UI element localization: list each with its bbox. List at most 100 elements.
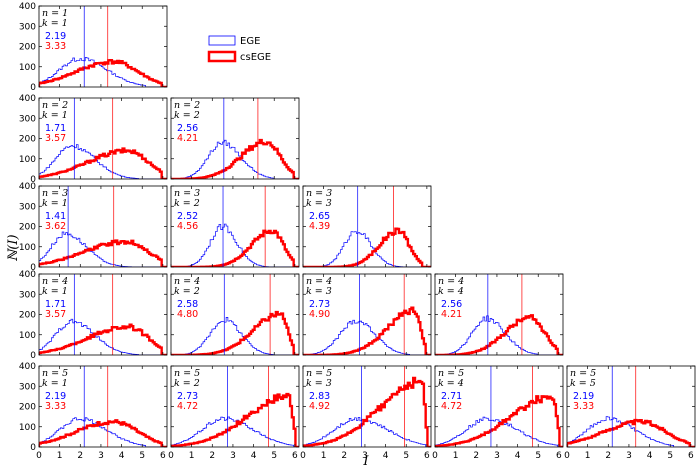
panel-5-5-xtick-label-2: 2 bbox=[605, 451, 611, 461]
panel-4-1-ytick-label-400: 400 bbox=[19, 270, 36, 280]
panel-5-1-xtick-label-6: 6 bbox=[160, 451, 166, 461]
panel-5-1: 0 1 2 3 4 5 6 0 100 200 300 400 n = 5k = 1 2.193.33 bbox=[19, 362, 168, 461]
panel-5-1-ytick-label-300: 300 bbox=[19, 382, 36, 392]
panel-5-5-ege-mean-label: 2.19 bbox=[573, 391, 594, 402]
panel-3-3-ege-mean-label: 2.65 bbox=[309, 211, 330, 222]
panel-5-3-xtick-label-4: 4 bbox=[383, 451, 389, 461]
panel-3-2-csege-histogram bbox=[171, 229, 299, 267]
panel-3-1-n-label: n = 3 bbox=[42, 188, 68, 199]
panel-2-1-ytick-label-200: 200 bbox=[19, 135, 36, 145]
panel-4-4-k-label: k = 4 bbox=[438, 286, 464, 297]
legend-label-ege: EGE bbox=[240, 36, 260, 47]
panel-5-3-ege-mean-label: 2.83 bbox=[309, 391, 330, 402]
panel-5-3: 0 1 2 3 4 5 6 n = 5k = 3 2.834.92 bbox=[300, 365, 432, 461]
panel-1-1-ytick-label-0: 0 bbox=[30, 83, 36, 93]
panel-4-2: n = 4k = 2 2.584.80 bbox=[170, 273, 300, 356]
panel-2-1-ege-mean-label: 1.71 bbox=[45, 123, 66, 134]
panel-4-3-ege-histogram bbox=[303, 319, 431, 355]
legend-swatch-csege bbox=[207, 50, 237, 63]
y-axis-label: ℕ(I) bbox=[6, 234, 21, 261]
panel-5-3-xtick-label-5: 5 bbox=[403, 451, 409, 461]
panel-2-1-ytick-label-300: 300 bbox=[19, 114, 36, 124]
panel-5-3-xtick-label-3: 3 bbox=[362, 451, 368, 461]
panel-5-1-xtick-label-5: 5 bbox=[139, 451, 145, 461]
panel-4-4-ege-histogram bbox=[435, 315, 563, 355]
panel-3-1-ytick-label-300: 300 bbox=[19, 202, 36, 212]
panel-5-4-csege-histogram bbox=[435, 395, 563, 447]
panel-4-3-k-label: k = 3 bbox=[306, 286, 332, 297]
panel-5-5-xtick-label-4: 4 bbox=[647, 451, 653, 461]
panel-5-4-n-label: n = 5 bbox=[438, 368, 464, 379]
panel-5-2-xtick-label-2: 2 bbox=[209, 451, 215, 461]
panel-3-3-k-label: k = 3 bbox=[306, 198, 332, 209]
panel-2-1-k-label: k = 1 bbox=[42, 110, 68, 121]
panel-2-2-n-label: n = 2 bbox=[174, 100, 200, 111]
panel-5-5: 0 1 2 3 4 5 6 n = 5k = 5 2.193.33 bbox=[564, 365, 696, 461]
panel-5-5-csege-histogram bbox=[567, 418, 695, 447]
panel-3-1-k-label: k = 1 bbox=[42, 198, 68, 209]
panel-5-1-ytick-label-200: 200 bbox=[19, 403, 36, 413]
panel-5-4-xtick-label-5: 5 bbox=[535, 451, 541, 461]
panel-4-1-csege-mean-label: 3.57 bbox=[45, 309, 66, 320]
panel-4-2-n-label: n = 4 bbox=[174, 276, 200, 287]
panel-4-1-ege-histogram bbox=[39, 318, 167, 355]
panel-5-1-k-label: k = 1 bbox=[42, 378, 68, 389]
panel-5-1-ege-mean-label: 2.19 bbox=[45, 391, 66, 402]
panel-2-1: 0 100 200 300 400 n = 2k = 1 1.713.57 bbox=[19, 94, 168, 185]
panel-5-2: 0 1 2 3 4 5 6 n = 5k = 2 2.734.72 bbox=[168, 365, 300, 461]
panel-4-4-csege-mean-label: 4.21 bbox=[441, 309, 462, 320]
panel-5-2-xtick-label-5: 5 bbox=[271, 451, 277, 461]
panel-5-3-xtick-label-0: 0 bbox=[300, 451, 306, 461]
panel-5-1-xtick-label-4: 4 bbox=[119, 451, 125, 461]
panel-5-5-xtick-label-5: 5 bbox=[667, 451, 673, 461]
panel-5-2-csege-histogram bbox=[171, 392, 299, 447]
panel-1-1-ytick-label-100: 100 bbox=[19, 63, 36, 73]
panel-5-3-csege-histogram bbox=[303, 376, 431, 447]
panel-3-2-ege-mean-label: 2.52 bbox=[177, 211, 198, 222]
panel-5-1-ytick-label-0: 0 bbox=[30, 443, 36, 453]
panel-5-4-ege-histogram bbox=[435, 416, 563, 447]
panel-2-2-k-label: k = 2 bbox=[174, 110, 200, 121]
panel-1-1-n-label: n = 1 bbox=[42, 8, 68, 19]
legend-swatch-ege bbox=[208, 35, 236, 46]
panel-5-3-xtick-label-6: 6 bbox=[424, 451, 430, 461]
panel-2-1-csege-mean-label: 3.57 bbox=[45, 133, 66, 144]
panel-5-2-xtick-label-6: 6 bbox=[292, 451, 298, 461]
panel-1-1-csege-histogram bbox=[39, 59, 167, 87]
panel-5-5-xtick-label-1: 1 bbox=[585, 451, 591, 461]
panel-5-4: 0 1 2 3 4 5 6 n = 5k = 4 2.714.72 bbox=[432, 365, 564, 461]
panel-5-1-n-label: n = 5 bbox=[42, 368, 68, 379]
panel-5-4-xtick-label-4: 4 bbox=[515, 451, 521, 461]
panel-4-3-csege-mean-label: 4.90 bbox=[309, 309, 330, 320]
panel-5-3-n-label: n = 5 bbox=[306, 368, 332, 379]
panel-1-1-ege-mean-label: 2.19 bbox=[45, 31, 66, 42]
panel-4-3-ege-mean-label: 2.73 bbox=[309, 299, 330, 310]
panel-5-4-ege-mean-label: 2.71 bbox=[441, 391, 462, 402]
panel-5-1-xtick-label-1: 1 bbox=[57, 451, 63, 461]
panel-5-5-n-label: n = 5 bbox=[570, 368, 596, 379]
panel-5-4-xtick-label-3: 3 bbox=[494, 451, 500, 461]
panel-3-2-k-label: k = 2 bbox=[174, 198, 200, 209]
panel-3-2-csege-mean-label: 4.56 bbox=[177, 221, 198, 232]
panel-4-1-ege-mean-label: 1.71 bbox=[45, 299, 66, 310]
panel-3-1-ytick-label-100: 100 bbox=[19, 243, 36, 253]
panel-1-1-csege-mean-label: 3.33 bbox=[45, 41, 66, 52]
panel-5-4-csege-mean-label: 4.72 bbox=[441, 401, 462, 412]
panel-3-1-csege-mean-label: 3.62 bbox=[45, 221, 66, 232]
panel-5-2-n-label: n = 5 bbox=[174, 368, 200, 379]
panel-3-1-ytick-label-200: 200 bbox=[19, 223, 36, 233]
panel-2-2-csege-histogram bbox=[171, 138, 299, 179]
panel-5-5-xtick-label-6: 6 bbox=[688, 451, 694, 461]
panel-3-2-n-label: n = 3 bbox=[174, 188, 200, 199]
x-axis-label: I bbox=[362, 454, 369, 469]
panel-5-2-ege-histogram bbox=[171, 416, 299, 447]
panel-5-4-k-label: k = 4 bbox=[438, 378, 464, 389]
panel-4-1-ytick-label-300: 300 bbox=[19, 290, 36, 300]
panel-4-2-ege-mean-label: 2.58 bbox=[177, 299, 198, 310]
panel-3-1-csege-histogram bbox=[39, 239, 167, 267]
panel-5-2-k-label: k = 2 bbox=[174, 378, 200, 389]
panel-4-1-k-label: k = 1 bbox=[42, 286, 68, 297]
panel-4-1-ytick-label-0: 0 bbox=[30, 351, 36, 361]
panel-5-1-xtick-label-0: 0 bbox=[36, 451, 42, 461]
panel-5-5-k-label: k = 5 bbox=[570, 378, 596, 389]
